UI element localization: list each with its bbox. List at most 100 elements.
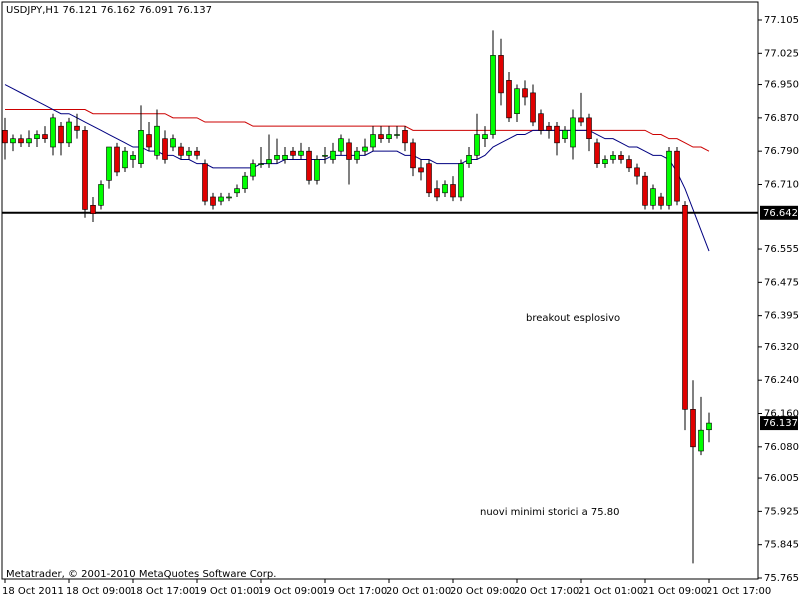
candle-body	[306, 150, 312, 181]
candle-body	[90, 205, 96, 214]
candle-body	[394, 134, 400, 136]
candle-body	[434, 188, 440, 198]
x-tick-label: 20 Oct 09:00	[450, 586, 515, 597]
candle-body	[298, 150, 304, 156]
y-tick-label: 77.105	[764, 15, 799, 26]
candle-body	[282, 155, 288, 160]
y-tick-label: 76.710	[764, 179, 799, 190]
candle-body	[514, 88, 520, 114]
candle-body	[146, 134, 152, 148]
candle-body	[458, 163, 464, 198]
candle-body	[186, 150, 192, 156]
candle-body	[490, 55, 496, 135]
candle-body	[586, 117, 592, 139]
last-price-label: 76.137	[763, 418, 798, 429]
candle-body	[210, 196, 216, 206]
candle-body	[202, 163, 208, 202]
candle-body	[666, 150, 672, 206]
candle-body	[258, 163, 264, 165]
y-tick-label: 76.790	[764, 146, 799, 157]
last-price-bg	[760, 416, 798, 431]
candle-body	[474, 134, 480, 156]
candle-body	[50, 117, 56, 148]
candle-body	[338, 138, 344, 152]
candle-body	[242, 175, 248, 189]
candle-body	[138, 130, 144, 164]
candle-body	[498, 55, 504, 94]
candle-body	[634, 167, 640, 177]
level-label: 76.642	[763, 208, 798, 219]
candle-body	[378, 134, 384, 139]
candle-body	[218, 196, 224, 202]
candle-body	[594, 142, 600, 164]
candle-body	[658, 196, 664, 206]
candle-body	[178, 146, 184, 156]
candle-body	[386, 134, 392, 139]
y-tick-label: 76.395	[764, 311, 799, 322]
candle-body	[290, 150, 296, 156]
candle-body	[58, 125, 64, 144]
candle-body	[314, 159, 320, 181]
candle-body	[330, 150, 336, 160]
copyright: Metatrader, © 2001-2010 MetaQuotes Softw…	[6, 569, 276, 580]
candle-body	[546, 125, 552, 131]
candle-body	[610, 155, 616, 160]
x-tick-label: 20 Oct 01:00	[386, 586, 451, 597]
candle-body	[482, 134, 488, 139]
candle-body	[538, 113, 544, 131]
candle-body	[162, 138, 168, 160]
annotation: breakout esplosivo	[526, 313, 620, 324]
y-tick-label: 76.240	[764, 375, 799, 386]
candle-body	[618, 155, 624, 160]
candle-body	[66, 121, 72, 144]
candle-body	[522, 88, 528, 98]
y-tick-label: 76.870	[764, 113, 799, 124]
candle-body	[642, 175, 648, 206]
candle-body	[626, 159, 632, 169]
x-tick-label: 19 Oct 01:00	[194, 586, 259, 597]
x-tick-label: 21 Oct 17:00	[706, 586, 771, 597]
candle-body	[194, 150, 200, 156]
y-tick-label: 76.320	[764, 342, 799, 353]
candle-body	[130, 155, 136, 160]
candle-body	[2, 130, 8, 144]
candle-body	[26, 138, 32, 144]
candle-body	[10, 138, 16, 144]
candle-body	[42, 134, 48, 139]
candle-body	[426, 163, 432, 194]
candle-body	[82, 130, 88, 210]
candle-body	[106, 146, 112, 181]
annotation: nuovi minimi storici a 75.80	[480, 507, 620, 518]
candle-body	[418, 167, 424, 173]
candle-body	[466, 155, 472, 164]
candle-body	[370, 134, 376, 148]
candle-body	[530, 92, 536, 123]
y-tick-label: 75.845	[764, 540, 799, 551]
candle-body	[578, 117, 584, 123]
candle-body	[266, 159, 272, 164]
candle-body	[234, 188, 240, 194]
candle-body	[682, 205, 688, 410]
y-tick-label: 75.925	[764, 506, 799, 517]
candle-body	[690, 409, 696, 448]
candle-body	[250, 163, 256, 177]
candle-body	[322, 155, 328, 157]
candle-body	[170, 138, 176, 148]
x-tick-label: 21 Oct 09:00	[642, 586, 707, 597]
y-tick-label: 76.005	[764, 473, 799, 484]
candle-body	[570, 117, 576, 148]
candle-body	[698, 429, 704, 452]
candle-body	[274, 155, 280, 160]
y-tick-label: 76.080	[764, 442, 799, 453]
candle-body	[410, 142, 416, 169]
x-tick-label: 18 Oct 2011	[2, 586, 64, 597]
level-label-bg	[760, 205, 798, 220]
candle-body	[402, 130, 408, 144]
y-tick-label: 77.025	[764, 48, 799, 59]
candle-body	[450, 184, 456, 198]
candle-body	[354, 150, 360, 160]
candle-body	[506, 80, 512, 119]
candle-body	[74, 125, 80, 131]
candle-body	[362, 146, 368, 152]
